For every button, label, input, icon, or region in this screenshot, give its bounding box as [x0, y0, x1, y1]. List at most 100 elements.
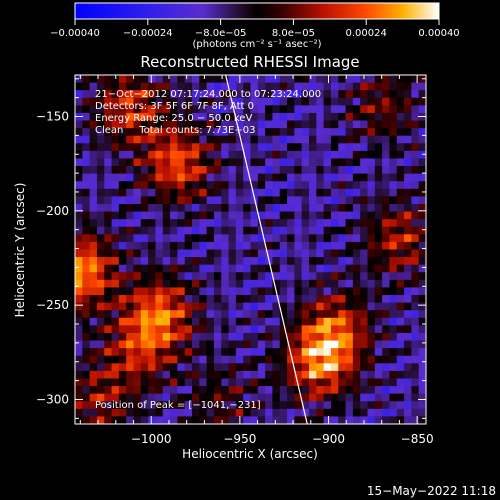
heatmap-cell — [382, 188, 390, 197]
heatmap-cell — [140, 264, 149, 273]
heatmap-cell — [250, 150, 259, 159]
heatmap-cell — [374, 386, 383, 395]
heatmap-cell — [418, 408, 426, 417]
heatmap-cell — [213, 401, 222, 410]
heatmap-cell — [396, 340, 405, 349]
heatmap-cell — [418, 378, 426, 387]
x-tick-label: −850 — [401, 432, 434, 446]
heatmap-cell — [396, 150, 405, 159]
heatmap-cell — [279, 173, 288, 182]
heatmap-cell — [184, 211, 193, 220]
heatmap-cell — [126, 143, 134, 152]
heatmap-cell — [118, 408, 127, 417]
heatmap-cell — [316, 226, 325, 235]
heatmap-cell — [287, 249, 295, 258]
heatmap-cell — [265, 241, 273, 250]
heatmap-cell — [192, 340, 200, 349]
heatmap-cell — [352, 97, 361, 106]
x-axis-label: Heliocentric X (arcsec) — [182, 447, 318, 461]
heatmap-cell — [396, 173, 405, 182]
heatmap-cell — [301, 82, 310, 91]
heatmap-cell — [184, 393, 193, 402]
heatmap-cell — [345, 112, 354, 122]
heatmap-cell — [162, 416, 171, 424]
heatmap-cell — [418, 203, 426, 213]
heatmap-cell — [330, 241, 339, 250]
heatmap-cell — [404, 166, 412, 175]
heatmap-cell — [360, 173, 368, 182]
heatmap-cell — [309, 363, 317, 372]
heatmap-cell — [184, 295, 193, 304]
heatmap-cell — [265, 128, 273, 137]
heatmap-cell — [287, 295, 295, 304]
heatmap-cell — [126, 408, 134, 417]
heatmap-cell — [82, 90, 91, 99]
heatmap-cell — [126, 348, 134, 357]
heatmap-cell — [330, 408, 339, 417]
heatmap-cell — [133, 264, 142, 273]
heatmap-cell — [206, 203, 215, 213]
heatmap-cell — [148, 97, 156, 106]
heatmap-cell — [192, 173, 200, 182]
heatmap-cell — [301, 393, 310, 402]
heatmap-cell — [213, 135, 222, 144]
heatmap-cell — [199, 128, 208, 137]
heatmap-cell — [404, 295, 412, 304]
heatmap-cell — [411, 287, 420, 296]
heatmap-cell — [243, 348, 251, 357]
heatmap-cell — [272, 332, 281, 342]
heatmap-cell — [104, 75, 113, 84]
heatmap-cell — [287, 317, 295, 326]
heatmap-cell — [111, 287, 120, 296]
heatmap-cell — [140, 97, 149, 106]
heatmap-cell — [118, 135, 127, 144]
heatmap-cell — [133, 257, 142, 266]
heatmap-cell — [111, 112, 120, 122]
heatmap-cell — [184, 120, 193, 129]
heatmap-cell — [301, 166, 310, 175]
heatmap-cell — [118, 264, 127, 273]
heatmap-cell — [243, 401, 251, 410]
heatmap-cell — [279, 386, 288, 395]
heatmap-cell — [111, 363, 120, 372]
heatmap-cell — [330, 355, 339, 364]
heatmap-cell — [411, 105, 420, 114]
heatmap-cell — [192, 257, 200, 266]
heatmap-cell — [133, 287, 142, 296]
heatmap-cell — [199, 332, 208, 342]
heatmap-cell — [148, 196, 156, 205]
heatmap-cell — [140, 295, 149, 304]
heatmap-cell — [418, 416, 426, 424]
colorbar-tick-label: 0.00024 — [346, 28, 387, 39]
heatmap-cell — [345, 120, 354, 129]
heatmap-cell — [389, 181, 398, 190]
heatmap-cell — [404, 97, 412, 106]
heatmap-cell — [309, 295, 317, 304]
heatmap-cell — [316, 166, 325, 175]
heatmap-cell — [199, 181, 208, 190]
heatmap-cell — [235, 128, 244, 137]
heatmap-cell — [228, 120, 237, 129]
heatmap-cell — [316, 317, 325, 326]
heatmap-cell — [133, 75, 142, 84]
heatmap-cell — [404, 150, 412, 159]
heatmap-cell — [279, 75, 288, 84]
heatmap-cell — [338, 401, 347, 410]
heatmap-cell — [279, 143, 288, 152]
heatmap-cell — [148, 317, 156, 326]
plot-frame — [74, 74, 427, 425]
heatmap-cell — [301, 203, 310, 213]
heatmap-cell — [301, 287, 310, 296]
heatmap-cell — [243, 75, 251, 84]
heatmap-cell — [272, 181, 281, 190]
heatmap-cell — [272, 128, 281, 137]
heatmap-cell — [418, 295, 426, 304]
heatmap-cell — [170, 302, 178, 311]
heatmap-cell — [213, 416, 222, 424]
heatmap-cell — [309, 120, 317, 129]
heatmap-cell — [287, 203, 295, 213]
heatmap-cell — [323, 272, 332, 281]
heatmap-cell — [177, 272, 186, 281]
heatmap-cell — [111, 166, 120, 175]
heatmap-cell — [345, 378, 354, 387]
